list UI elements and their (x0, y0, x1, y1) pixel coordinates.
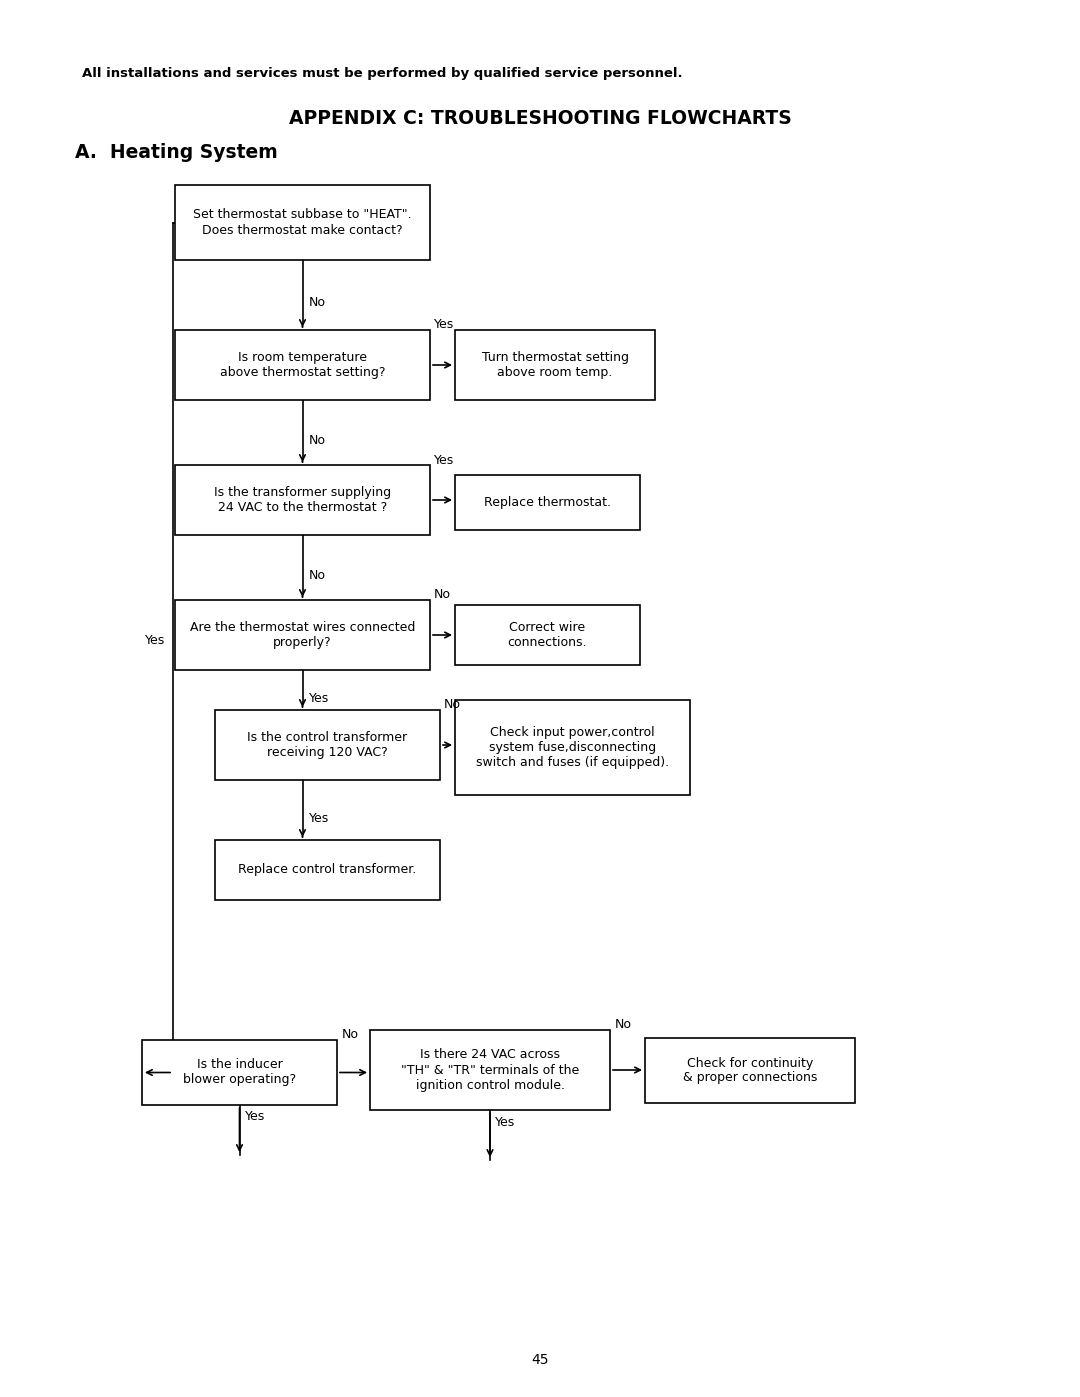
Text: Is there 24 VAC across
"TH" & "TR" terminals of the
ignition control module.: Is there 24 VAC across "TH" & "TR" termi… (401, 1049, 579, 1091)
Text: Yes: Yes (495, 1115, 515, 1129)
Text: Yes: Yes (309, 692, 328, 704)
Text: No: No (434, 588, 451, 602)
Text: Yes: Yes (309, 812, 328, 824)
Bar (175, 330, 430, 400)
Text: Set thermostat subbase to "HEAT".
Does thermostat make contact?: Set thermostat subbase to "HEAT". Does t… (193, 208, 411, 236)
Text: Are the thermostat wires connected
properly?: Are the thermostat wires connected prope… (190, 622, 415, 650)
Text: Yes: Yes (434, 319, 455, 331)
Text: Is room temperature
above thermostat setting?: Is room temperature above thermostat set… (219, 351, 386, 379)
Text: No: No (342, 1028, 359, 1042)
Text: Check for continuity
& proper connections: Check for continuity & proper connection… (683, 1056, 818, 1084)
Text: No: No (309, 434, 325, 447)
Text: Yes: Yes (434, 454, 455, 467)
Text: Replace control transformer.: Replace control transformer. (239, 863, 417, 876)
Text: Correct wire
connections.: Correct wire connections. (508, 622, 588, 650)
Text: No: No (309, 569, 325, 583)
Text: No: No (444, 698, 461, 711)
Text: Is the transformer supplying
24 VAC to the thermostat ?: Is the transformer supplying 24 VAC to t… (214, 486, 391, 514)
Bar (645, 1038, 855, 1104)
Text: 45: 45 (531, 1354, 549, 1368)
Text: A.  Heating System: A. Heating System (75, 144, 278, 162)
Bar (455, 475, 640, 529)
Text: No: No (309, 296, 325, 310)
Bar (175, 184, 430, 260)
Text: Turn thermostat setting
above room temp.: Turn thermostat setting above room temp. (482, 351, 629, 379)
Text: No: No (615, 1018, 632, 1031)
Text: Is the inducer
blower operating?: Is the inducer blower operating? (183, 1059, 296, 1087)
Bar (175, 599, 430, 671)
Text: All installations and services must be performed by qualified service personnel.: All installations and services must be p… (82, 67, 683, 81)
Text: Is the control transformer
receiving 120 VAC?: Is the control transformer receiving 120… (247, 731, 407, 759)
Bar (215, 710, 440, 780)
Text: Replace thermostat.: Replace thermostat. (484, 496, 611, 509)
Bar (175, 465, 430, 535)
Text: Yes: Yes (145, 633, 165, 647)
Text: Yes: Yes (244, 1111, 265, 1123)
Bar (455, 605, 640, 665)
Bar (455, 330, 654, 400)
Text: APPENDIX C: TROUBLESHOOTING FLOWCHARTS: APPENDIX C: TROUBLESHOOTING FLOWCHARTS (288, 109, 792, 127)
Bar (141, 1039, 337, 1105)
Bar (455, 700, 690, 795)
Bar (370, 1030, 610, 1111)
Bar (215, 840, 440, 900)
Text: Check input power,control
system fuse,disconnecting
switch and fuses (if equippe: Check input power,control system fuse,di… (476, 726, 670, 768)
